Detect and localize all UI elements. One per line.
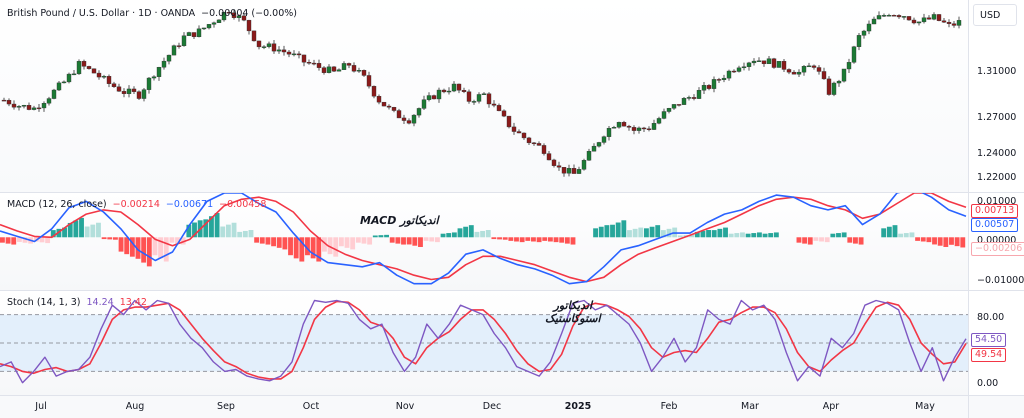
- pane-divider[interactable]: [0, 290, 1024, 291]
- last-value-tag: 49.54: [971, 348, 1007, 362]
- last-value-tag: −0.00206: [971, 242, 1024, 256]
- symbol-title[interactable]: British Pound / U.S. Dollar · 1D · OANDA: [7, 8, 196, 19]
- time-label: Aug: [125, 401, 145, 412]
- symbol-legend: British Pound / U.S. Dollar · 1D · OANDA…: [7, 8, 303, 19]
- axis-tick-label: 0.00000: [977, 235, 1017, 246]
- macd-signal-value: −0.00458: [219, 199, 267, 210]
- price-axis[interactable]: 1.31000 1.27000 1.24000 1.22000: [968, 0, 1024, 192]
- stoch-pane[interactable]: Stoch (14, 1, 3) 14.24 13.42 اندیکاتور است…: [0, 291, 968, 395]
- macd-line-value: −0.00671: [165, 199, 214, 210]
- macd-legend: MACD (12, 26, close) −0.00214 −0.00671 −0.0…: [7, 199, 272, 210]
- axis-tick-label: 1.27000: [977, 112, 1017, 123]
- last-value-tag: 0.00713: [971, 204, 1019, 218]
- time-axis[interactable]: Jul Aug Sep Oct Nov Dec 2025 Feb Mar Apr May: [0, 395, 968, 418]
- time-label: Jul: [35, 401, 47, 412]
- time-label: Nov: [395, 401, 415, 412]
- stoch-annotation-line1: اندیکاتور: [553, 299, 592, 312]
- axis-tick-label: −0.01000: [977, 275, 1024, 286]
- time-label: Mar: [741, 401, 759, 412]
- last-value-tag: 54.50: [971, 333, 1007, 347]
- axis-tick-label: 0.00: [977, 378, 999, 389]
- time-label: Oct: [302, 401, 320, 412]
- time-label: 2025: [564, 401, 592, 412]
- pane-divider[interactable]: [0, 192, 1024, 193]
- axis-tick-label: 1.31000: [977, 66, 1017, 77]
- price-pane[interactable]: British Pound / U.S. Dollar · 1D · OANDA…: [0, 0, 968, 192]
- axis-tick-label: 0.01000: [977, 196, 1017, 207]
- last-value-tag: 0.00507: [971, 218, 1019, 232]
- stoch-legend: Stoch (14, 1, 3) 14.24 13.42: [7, 297, 153, 308]
- time-label: Sep: [217, 401, 235, 412]
- stoch-annotation-line2: استوکاستیک: [545, 312, 601, 325]
- stoch-axis[interactable]: 80.00 0.00 54.50 49.54: [968, 291, 1024, 395]
- stoch-legend-name[interactable]: Stoch (14, 1, 3): [7, 297, 81, 308]
- axis-tick-label: 1.24000: [977, 148, 1017, 159]
- macd-chart[interactable]: [0, 193, 968, 290]
- stoch-k-value: 14.24: [86, 297, 114, 308]
- time-label: Apr: [822, 401, 840, 412]
- axis-corner: [968, 395, 1024, 418]
- macd-legend-name[interactable]: MACD (12, 26, close): [7, 199, 107, 210]
- candlestick-chart[interactable]: [0, 0, 968, 192]
- macd-hist-value: −0.00214: [112, 199, 160, 210]
- time-label: May: [915, 401, 935, 412]
- axis-tick-label: 1.22000: [977, 172, 1017, 183]
- stochastic-chart[interactable]: [0, 291, 968, 395]
- stoch-annotation: اندیکاتور استوکاستیک: [545, 299, 601, 325]
- axis-tick-label: 80.00: [977, 312, 1005, 323]
- macd-pane[interactable]: MACD (12, 26, close) −0.00214 −0.00671 −0.0…: [0, 193, 968, 290]
- macd-annotation: اندیکاتور MACD: [360, 214, 439, 227]
- price-change: −0.00004 (−0.00%): [201, 8, 297, 19]
- time-label: Dec: [482, 401, 502, 412]
- macd-axis[interactable]: 0.01000 0.00000 −0.01000 0.00713 0.00507 −0.0…: [968, 193, 1024, 290]
- time-label: Feb: [660, 401, 678, 412]
- stoch-d-value: 13.42: [119, 297, 147, 308]
- currency-button[interactable]: USD: [973, 4, 1017, 26]
